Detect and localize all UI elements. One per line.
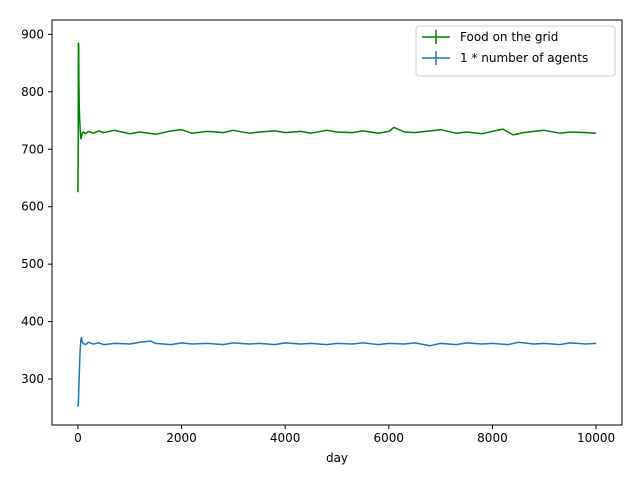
x-tick-label: 10000 <box>577 431 615 445</box>
series-line-2 <box>77 336 597 407</box>
y-tick-label: 600 <box>21 200 44 214</box>
x-tick-label: 6000 <box>374 431 405 445</box>
x-axis-ticks: 0 2000 4000 6000 8000 10000 <box>74 425 615 445</box>
legend: Food on the grid 1 * number of agents <box>415 25 616 77</box>
y-tick-label: 900 <box>21 27 44 41</box>
x-tick-label: 4000 <box>270 431 301 445</box>
legend-label: Food on the grid <box>460 30 558 44</box>
y-tick-label: 800 <box>21 85 44 99</box>
legend-box <box>415 25 616 77</box>
x-tick-label: 8000 <box>477 431 508 445</box>
y-axis-ticks: 300 400 500 600 700 800 900 <box>21 27 52 386</box>
y-tick-label: 500 <box>21 257 44 271</box>
y-tick-label: 300 <box>21 372 44 386</box>
x-axis-label: day <box>326 451 348 465</box>
axes-frame <box>51 19 623 426</box>
x-tick-label: 2000 <box>166 431 197 445</box>
legend-label: 1 * number of agents <box>460 51 588 65</box>
x-tick-label: 0 <box>74 431 82 445</box>
y-tick-label: 700 <box>21 142 44 156</box>
plot-lines <box>77 42 597 407</box>
series-line-1 <box>77 42 597 193</box>
y-tick-label: 400 <box>21 315 44 329</box>
